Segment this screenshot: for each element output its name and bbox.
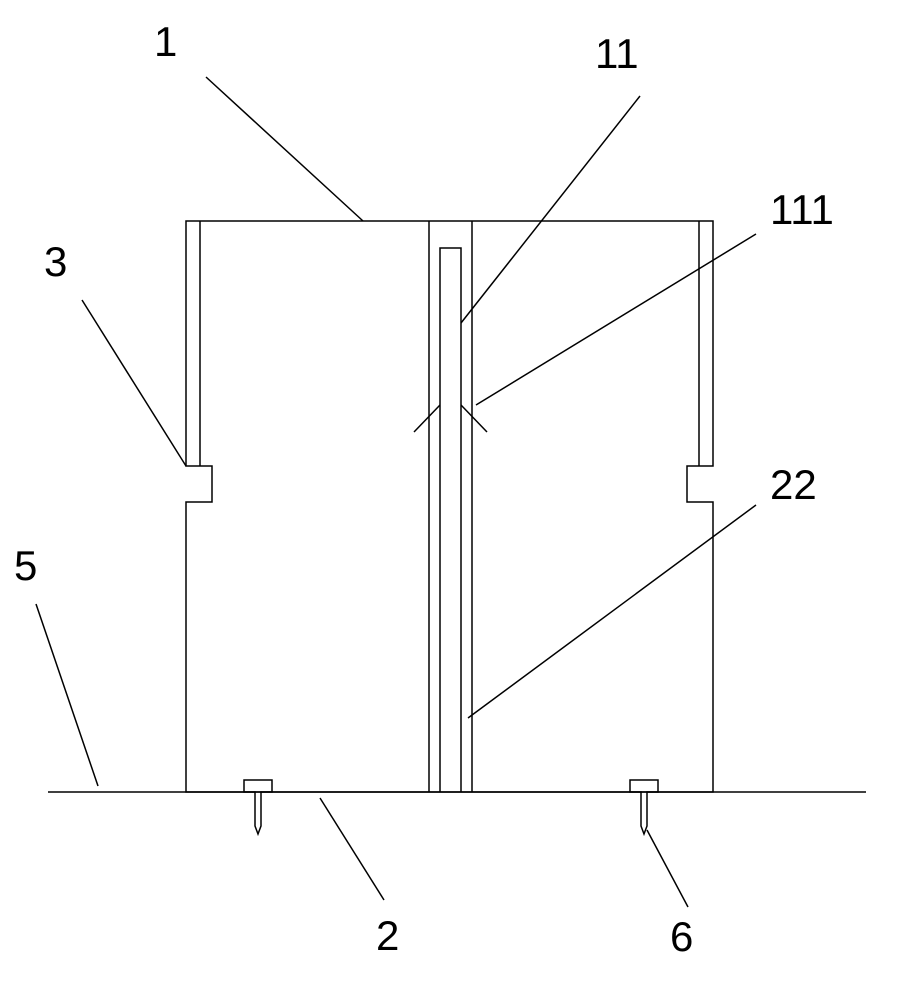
nail-right [630,780,658,834]
label-2: 2 [376,912,399,960]
label-22: 22 [770,461,817,509]
label-111: 111 [770,186,834,234]
leader-6 [647,830,688,907]
leader-3 [82,300,186,466]
leader-11 [461,96,640,323]
main-body-outline [186,221,713,792]
leader-1 [206,77,363,221]
technical-diagram: 1 11 111 3 22 5 2 6 [0,0,916,1000]
nail-left [244,780,272,834]
center-tick-left [414,405,440,432]
leader-5 [36,604,98,786]
center-tick-right [461,405,487,432]
label-6: 6 [670,913,693,961]
label-11: 11 [595,30,639,78]
slot-inner [440,248,461,792]
label-3: 3 [44,238,67,286]
leader-2 [320,798,384,900]
leader-111 [476,234,756,405]
label-1: 1 [154,18,177,66]
label-5: 5 [14,542,37,590]
